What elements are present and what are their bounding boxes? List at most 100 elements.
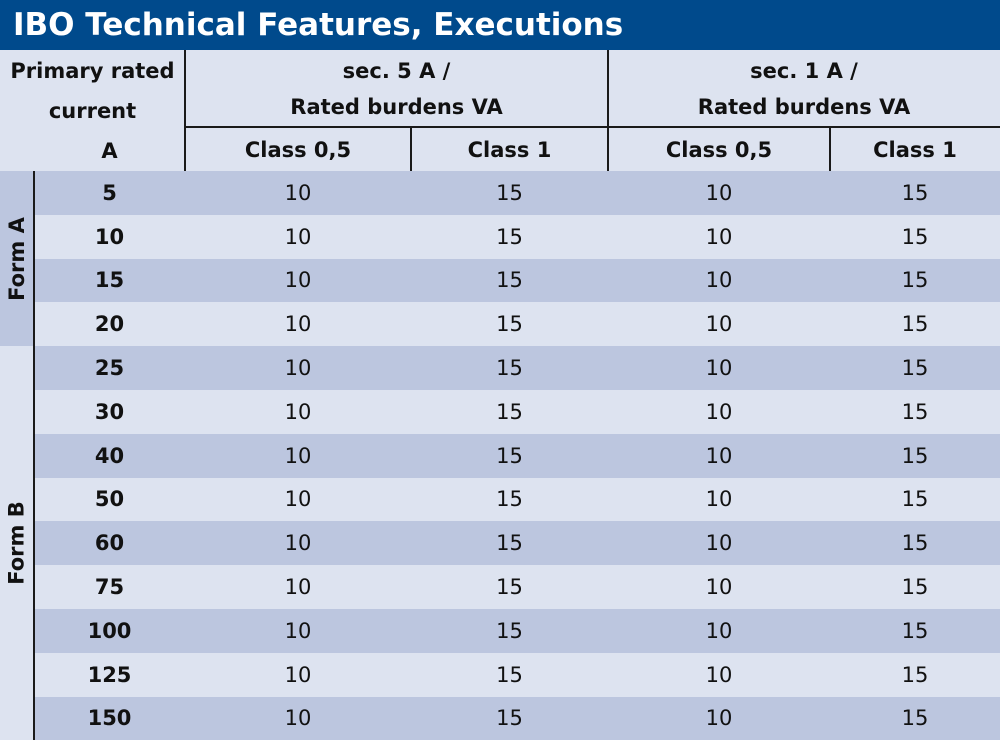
form-a-label: Form A [5, 216, 30, 301]
cell-sec1-class1: 15 [901, 399, 929, 424]
cell-sec1-class05: 10 [705, 268, 733, 293]
cell-sec1-class05: 10 [705, 443, 733, 468]
cell-sec5-class1: 15 [496, 268, 523, 293]
cell-current: 25 [94, 356, 125, 381]
table-row: 10 10 15 10 15 [34, 214, 1000, 259]
cell-sec1-class1: 15 [901, 224, 929, 249]
table-row: 40 10 15 10 15 [34, 433, 1000, 478]
cell-current: 75 [94, 575, 125, 600]
cell-sec1-class05: 10 [705, 399, 733, 424]
cell-sec5-class1: 15 [496, 443, 523, 468]
cell-sec1-class05: 10 [705, 706, 733, 731]
cell-current: 20 [94, 312, 125, 337]
cell-sec5-class1: 15 [496, 618, 523, 643]
cell-sec1-class05: 10 [705, 531, 733, 556]
cell-sec5-class1: 15 [496, 224, 523, 249]
cell-sec5-class05: 10 [284, 531, 312, 556]
table-row: 20 10 15 10 15 [34, 302, 1000, 347]
cell-sec1-class1: 15 [901, 180, 929, 205]
header-sec5-line1: sec. 5 A / [342, 59, 451, 83]
header-sec1-class05: Class 0,5 [665, 138, 773, 162]
cell-sec5-class1: 15 [496, 356, 523, 381]
cell-sec1-class05: 10 [705, 356, 733, 381]
form-b-label: Form B [5, 501, 30, 585]
cell-sec5-class1: 15 [496, 399, 523, 424]
cell-sec1-class1: 15 [901, 662, 929, 687]
header-primary-line2: current [48, 99, 137, 123]
header-sec5-class05: Class 0,5 [244, 138, 352, 162]
header-sec1-class1: Class 1 [873, 138, 957, 162]
divider-form-band [33, 171, 35, 740]
table-row: 150 10 15 10 15 [34, 696, 1000, 740]
cell-current: 50 [94, 487, 125, 512]
header-sec1-line2: Rated burdens VA [697, 95, 911, 119]
cell-sec5-class05: 10 [284, 312, 312, 337]
cell-sec5-class1: 15 [496, 531, 523, 556]
cell-sec5-class1: 15 [496, 662, 523, 687]
table-row: 30 10 15 10 15 [34, 390, 1000, 434]
table-row: 60 10 15 10 15 [34, 521, 1000, 566]
cell-sec5-class05: 10 [284, 575, 312, 600]
cell-current: 125 [87, 662, 132, 687]
page-title: IBO Technical Features, Executions [0, 0, 1000, 50]
cell-current: 40 [94, 443, 125, 468]
cell-sec1-class05: 10 [705, 487, 733, 512]
cell-sec5-class05: 10 [284, 224, 312, 249]
cell-sec1-class1: 15 [901, 356, 929, 381]
cell-sec1-class05: 10 [705, 224, 733, 249]
header-sec5-class1: Class 1 [467, 138, 552, 162]
cell-sec1-class05: 10 [705, 180, 733, 205]
divider-sec1-header [608, 126, 1000, 128]
cell-sec5-class1: 15 [496, 312, 523, 337]
cell-sec5-class05: 10 [284, 443, 312, 468]
cell-sec5-class05: 10 [284, 618, 312, 643]
cell-sec1-class1: 15 [901, 531, 929, 556]
cell-sec1-class1: 15 [901, 706, 929, 731]
cell-sec5-class05: 10 [284, 180, 312, 205]
cell-current: 60 [94, 531, 125, 556]
cell-current: 100 [87, 618, 132, 643]
cell-current: 15 [94, 268, 125, 293]
cell-sec1-class05: 10 [705, 618, 733, 643]
table-row: 5 10 15 10 15 [34, 171, 1000, 215]
table-row: 125 10 15 10 15 [34, 652, 1000, 697]
table-row: 75 10 15 10 15 [34, 565, 1000, 609]
header-primary-line1: Primary rated [10, 59, 175, 83]
cell-sec5-class1: 15 [496, 575, 523, 600]
divider-sec5-classes [410, 127, 412, 171]
divider-sec1-classes [829, 127, 831, 171]
cell-sec5-class1: 15 [496, 180, 523, 205]
cell-sec5-class1: 15 [496, 487, 523, 512]
cell-sec5-class1: 15 [496, 706, 523, 731]
cell-sec1-class1: 15 [901, 618, 929, 643]
cell-sec1-class1: 15 [901, 268, 929, 293]
cell-current: 30 [94, 399, 125, 424]
cell-sec1-class1: 15 [901, 487, 929, 512]
cell-sec5-class05: 10 [284, 662, 312, 687]
header-sec5-line2: Rated burdens VA [290, 95, 503, 119]
cell-current: 10 [94, 224, 125, 249]
form-a-band: Form A [0, 171, 34, 346]
header-primary-unit: A [101, 139, 118, 163]
divider-sec5-header [185, 126, 608, 128]
cell-sec1-class1: 15 [901, 312, 929, 337]
table-row: 25 10 15 10 15 [34, 346, 1000, 390]
cell-sec1-class1: 15 [901, 443, 929, 468]
cell-sec5-class05: 10 [284, 487, 312, 512]
divider-sec-groups [607, 50, 609, 171]
cell-sec5-class05: 10 [284, 268, 312, 293]
cell-sec1-class1: 15 [901, 575, 929, 600]
cell-sec5-class05: 10 [284, 356, 312, 381]
cell-current: 150 [87, 706, 132, 731]
cell-current: 5 [102, 180, 117, 205]
cell-sec1-class05: 10 [705, 575, 733, 600]
cell-sec5-class05: 10 [284, 399, 312, 424]
cell-sec1-class05: 10 [705, 312, 733, 337]
table-row: 15 10 15 10 15 [34, 258, 1000, 303]
form-b-band: Form B [0, 346, 34, 740]
cell-sec5-class05: 10 [284, 706, 312, 731]
divider-primary [184, 50, 186, 171]
table-row: 50 10 15 10 15 [34, 477, 1000, 522]
cell-sec1-class05: 10 [705, 662, 733, 687]
table-row: 100 10 15 10 15 [34, 609, 1000, 653]
